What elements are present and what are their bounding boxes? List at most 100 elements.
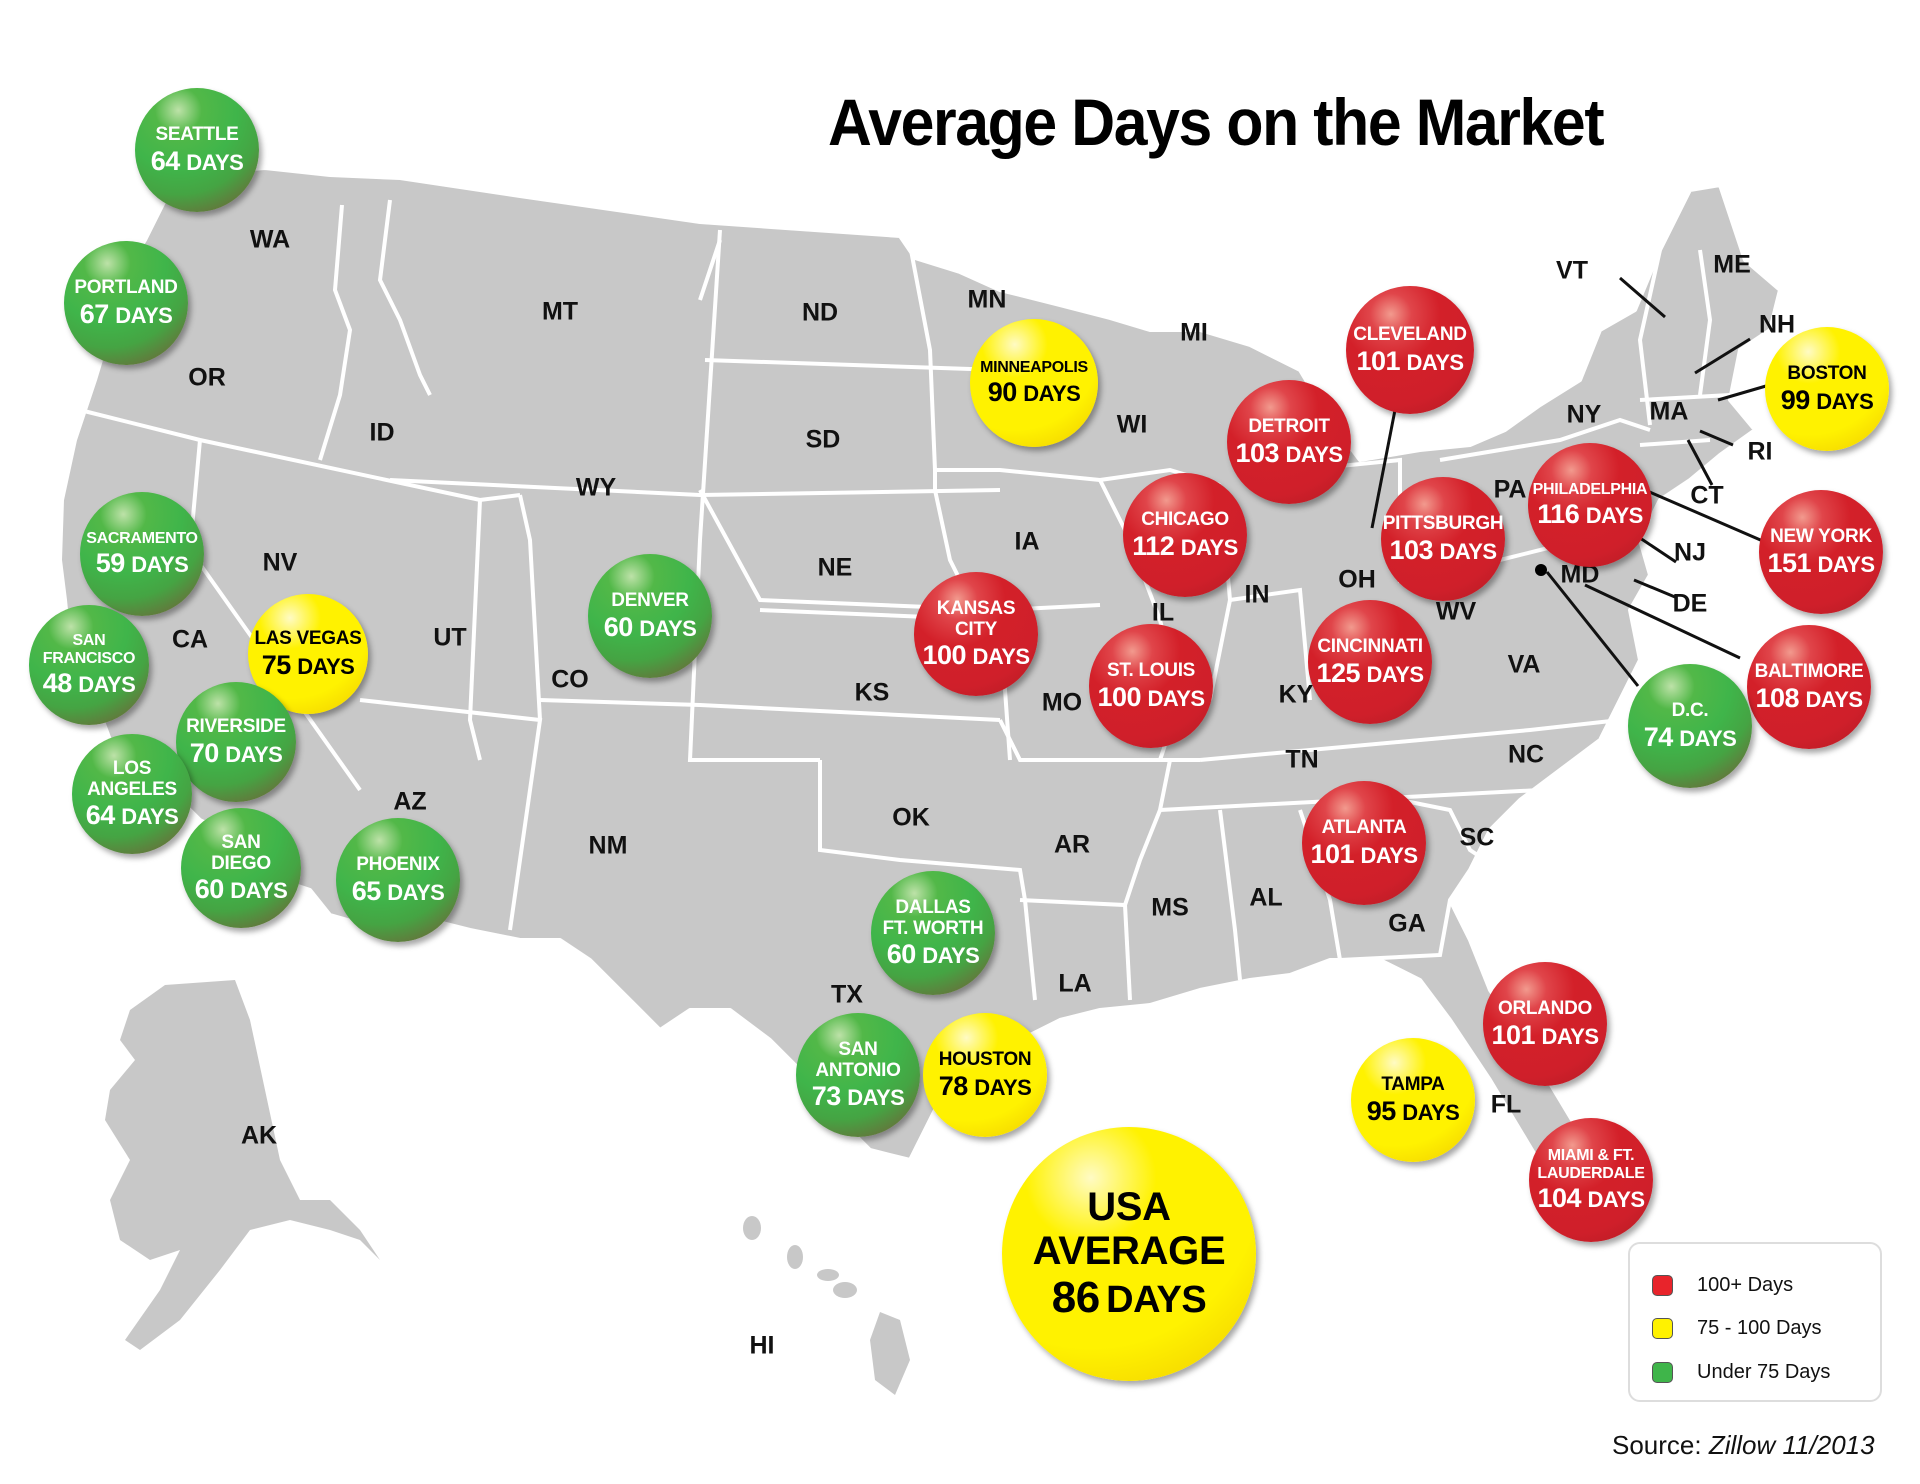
city-name: D.C. (1671, 700, 1709, 722)
state-label-ak: AK (240, 1121, 278, 1150)
city-bubble-detroit: DETROIT 103 DAYS (1227, 380, 1351, 504)
city-bubble-seattle: SEATTLE 64 DAYS (135, 88, 259, 212)
state-label-ny: NY (1566, 400, 1602, 429)
state-label-wv: WV (1435, 597, 1477, 626)
city-bubble-baltimore: BALTIMORE 108 DAYS (1747, 625, 1871, 749)
city-name: DETROIT (1248, 416, 1330, 438)
city-days: 60 DAYS (886, 939, 980, 970)
state-label-vt: VT (1556, 256, 1588, 285)
city-name: BOSTON (1787, 363, 1867, 385)
city-bubble-denver: DENVER 60 DAYS (588, 554, 712, 678)
city-bubble-portland: PORTLAND 67 DAYS (64, 241, 188, 365)
source-note: Source: Zillow 11/2013 (1612, 1430, 1875, 1460)
city-name: SAN (72, 631, 106, 649)
city-days: 78 DAYS (938, 1070, 1032, 1101)
city-bubble-kansas-city: KANSAS CITY 100 DAYS (914, 572, 1038, 696)
city-bubble-sacramento: SACRAMENTO 59 DAYS (80, 492, 204, 616)
city-name: ANGELES (87, 778, 177, 800)
city-days: 64 DAYS (150, 145, 244, 176)
state-label-ga: GA (1388, 909, 1426, 938)
city-name: PHOENIX (356, 854, 440, 876)
state-label-nc: NC (1507, 740, 1545, 769)
state-label-nd: ND (801, 298, 839, 327)
city-days: 75 DAYS (261, 649, 355, 680)
state-label-mi: MI (1180, 318, 1208, 347)
city-name: FT. WORTH (882, 917, 984, 939)
city-days: 48 DAYS (42, 667, 136, 698)
state-label-de: DE (1672, 589, 1708, 618)
state-label-al: AL (1249, 883, 1283, 912)
state-label-ut: UT (433, 623, 467, 652)
city-name: KANSAS (936, 597, 1016, 619)
city-bubble-orlando: ORLANDO 101 DAYS (1483, 962, 1607, 1086)
state-label-hi: HI (749, 1331, 775, 1360)
state-label-wa: WA (249, 225, 291, 254)
state-label-id: ID (369, 418, 395, 447)
state-label-ne: NE (817, 553, 853, 582)
city-bubble-riverside: RIVERSIDE 70 DAYS (176, 682, 296, 802)
city-bubble-cleveland: CLEVELAND 101 DAYS (1346, 286, 1474, 414)
city-days: 151 DAYS (1767, 547, 1875, 578)
city-name: MINNEAPOLIS (980, 358, 1088, 376)
state-label-nv: NV (262, 548, 298, 577)
state-label-wi: WI (1116, 410, 1148, 439)
leader-lines (1370, 276, 1773, 687)
state-label-tx: TX (831, 980, 863, 1009)
city-days: 116 DAYS (1537, 498, 1643, 529)
city-bubble-las-vegas: LAS VEGAS 75 DAYS (248, 594, 368, 714)
usa-average-bubble: USA AVERAGE 86 DAYS (1002, 1127, 1256, 1381)
city-name: CLEVELAND (1353, 324, 1467, 346)
city-days: 73 DAYS (811, 1081, 905, 1112)
hawaii (743, 1216, 910, 1395)
state-label-ks: KS (854, 678, 890, 707)
city-name: LAS VEGAS (254, 628, 362, 650)
city-name: CITY (954, 618, 998, 640)
city-days: 103 DAYS (1235, 437, 1343, 468)
city-days: 100 DAYS (1097, 681, 1205, 712)
state-label-nh: NH (1758, 310, 1796, 339)
city-bubble-minneapolis: MINNEAPOLIS 90 DAYS (970, 319, 1098, 447)
city-bubble-chicago: CHICAGO 112 DAYS (1123, 473, 1247, 597)
city-bubble-san-francisco: SAN FRANCISCO 48 DAYS (29, 605, 149, 725)
city-name: FRANCISCO (42, 649, 136, 667)
yellow-swatch-icon (1652, 1318, 1673, 1339)
city-bubble-pittsburgh: PITTSBURGH 103 DAYS (1381, 477, 1505, 601)
city-days: 99 DAYS (1780, 384, 1874, 415)
city-bubble-san-diego: SAN DIEGO 60 DAYS (181, 808, 301, 928)
city-name: DENVER (611, 590, 689, 612)
city-bubble-tampa: TAMPA 95 DAYS (1351, 1038, 1475, 1162)
city-days: 101 DAYS (1310, 838, 1418, 869)
state-label-ca: CA (171, 625, 209, 654)
dc-marker (1535, 564, 1547, 576)
city-name: ST. LOUIS (1106, 660, 1196, 682)
legend: 100+ Days 75 - 100 Days Under 75 Days (1628, 1242, 1882, 1402)
city-days: 70 DAYS (189, 737, 283, 768)
city-days: 125 DAYS (1316, 657, 1424, 688)
state-label-oh: OH (1338, 565, 1376, 594)
green-swatch-icon (1652, 1362, 1673, 1383)
city-bubble-los-angeles: LOS ANGELES 64 DAYS (72, 734, 192, 854)
city-name: ANTONIO (815, 1059, 901, 1081)
city-bubble-phoenix: PHOENIX 65 DAYS (336, 818, 460, 942)
city-bubble-new-york: NEW YORK 151 DAYS (1759, 490, 1883, 614)
city-name: BALTIMORE (1754, 661, 1864, 683)
city-bubble-miami-ft-lauderdale: MIAMI & FT. LAUDERDALE 104 DAYS (1529, 1118, 1653, 1242)
city-name: SAN (838, 1038, 878, 1060)
city-bubble-d-c: D.C. 74 DAYS (1628, 664, 1752, 788)
usa-days: 86 DAYS (1051, 1273, 1207, 1323)
state-label-tn: TN (1285, 745, 1319, 774)
city-name: SACRAMENTO (86, 529, 198, 547)
city-bubble-st-louis: ST. LOUIS 100 DAYS (1089, 624, 1213, 748)
map-title: Average Days on the Market (828, 85, 1605, 159)
state-label-sd: SD (805, 425, 841, 454)
legend-item-under-75: Under 75 Days (1652, 1361, 1830, 1384)
city-days: 67 DAYS (79, 298, 173, 329)
city-name: PHILADELPHIA (1532, 480, 1648, 498)
state-label-la: LA (1058, 969, 1092, 998)
city-name: PITTSBURGH (1382, 513, 1504, 535)
state-label-ky: KY (1278, 680, 1314, 709)
city-days: 101 DAYS (1491, 1019, 1599, 1050)
city-name: NEW YORK (1770, 526, 1872, 548)
city-bubble-cincinnati: CINCINNATI 125 DAYS (1308, 600, 1432, 724)
city-name: CINCINNATI (1317, 636, 1423, 658)
